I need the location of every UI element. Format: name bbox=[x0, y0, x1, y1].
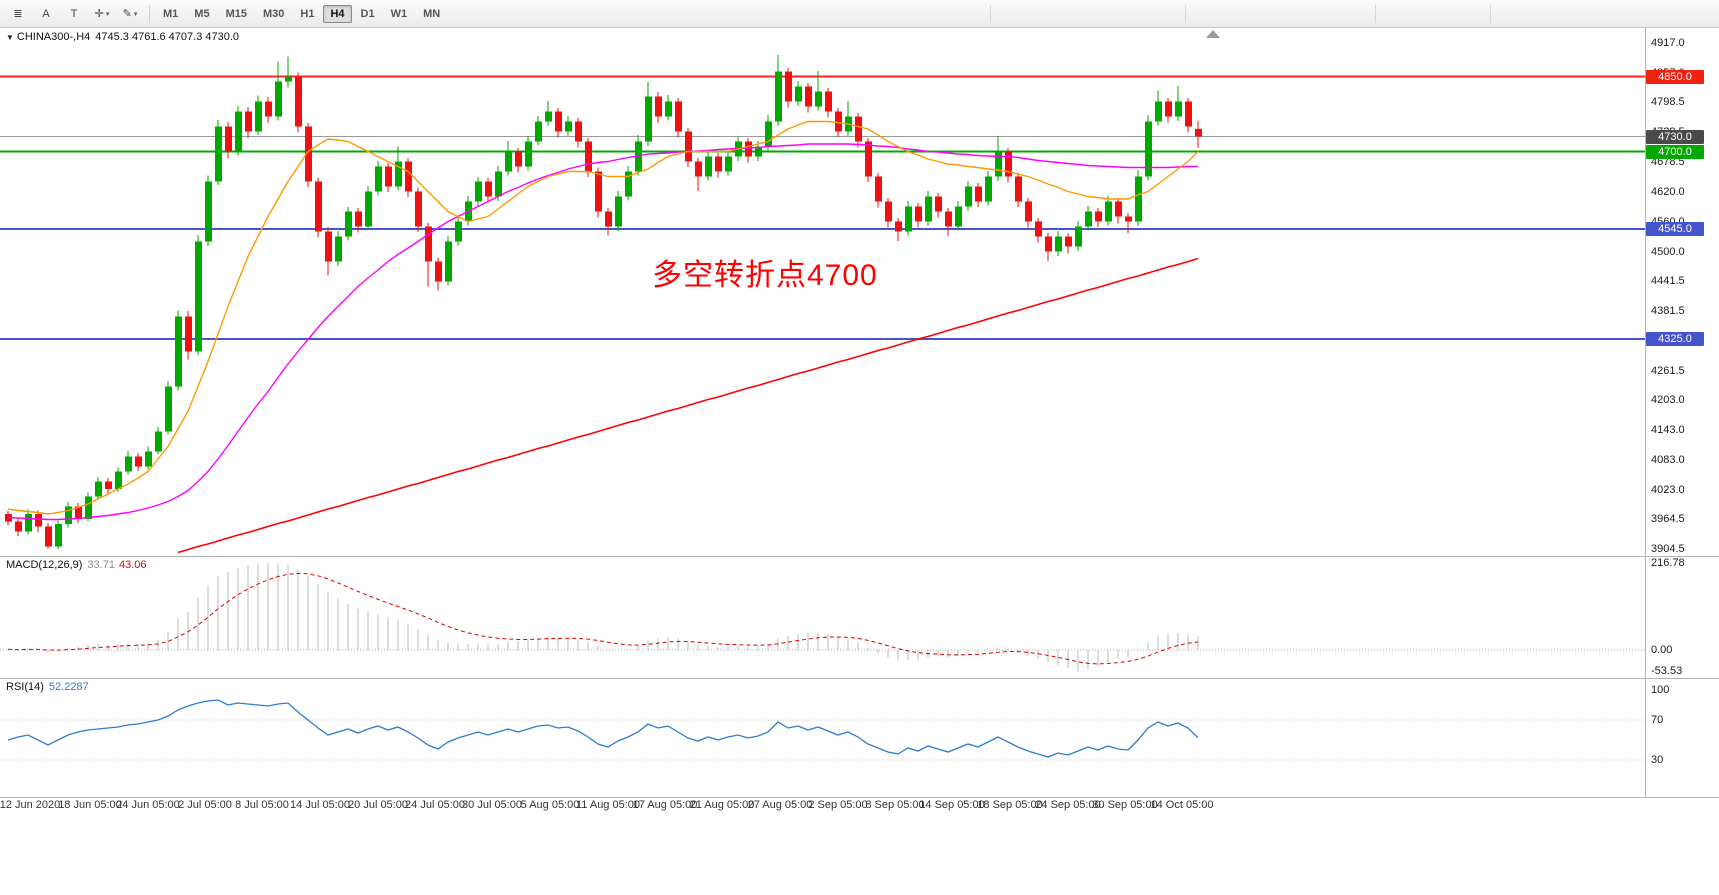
macd-signal-value: 43.06 bbox=[118, 559, 147, 571]
timeframe-button-M5[interactable]: M5 bbox=[194, 7, 210, 20]
toolbar-separator bbox=[990, 5, 991, 23]
time-label: 30 Jul 05:00 bbox=[462, 799, 522, 811]
time-label: 21 Aug 05:00 bbox=[689, 799, 755, 811]
rsi-scale-tick: 70 bbox=[1651, 714, 1664, 726]
chart-shift-marker-icon[interactable] bbox=[1206, 30, 1220, 38]
tool-icon-group: ≣ A T ✛ ▾ ✎ ▾ bbox=[4, 3, 144, 25]
rsi-name: RSI(14) bbox=[6, 681, 44, 693]
time-label: 24 Jul 05:00 bbox=[405, 799, 465, 811]
chart-plot-svg[interactable] bbox=[0, 0, 1645, 797]
price-tick: 4620.0 bbox=[1651, 185, 1685, 198]
timeframe-button-M15[interactable]: M15 bbox=[225, 7, 247, 20]
time-label: 8 Sep 05:00 bbox=[865, 799, 925, 811]
rsi-scale-tick: 100 bbox=[1651, 684, 1670, 696]
price-tick: 4381.5 bbox=[1651, 304, 1685, 317]
time-axis[interactable]: 12 Jun 2020 18 Jun 05:00 24 Jun 05:00 2 Jul… bbox=[0, 799, 1719, 815]
price-axis-border bbox=[1645, 28, 1646, 797]
toolbar-separator bbox=[1490, 5, 1491, 23]
price-tick: 4083.0 bbox=[1651, 454, 1685, 466]
axis-border bbox=[0, 797, 1719, 798]
macd-scale-tick: 216.78 bbox=[1651, 557, 1685, 569]
timeframe-button-M1[interactable]: M1 bbox=[163, 7, 179, 20]
time-label: 18 Sep 05:00 bbox=[977, 799, 1043, 811]
price-tick: 4798.5 bbox=[1651, 96, 1685, 109]
horizontal-level-lines[interactable] bbox=[0, 75, 1645, 340]
price-axis[interactable]: 4917.04857.04798.54738.54678.54620.04560… bbox=[1645, 0, 1719, 815]
price-tick: 4441.5 bbox=[1651, 274, 1685, 287]
price-tick: 4261.5 bbox=[1651, 364, 1685, 377]
time-label: 14 Sep 05:00 bbox=[919, 799, 985, 811]
macd-scale-tick: 0.00 bbox=[1651, 644, 1673, 656]
time-label: 5 Aug 05:00 bbox=[520, 799, 580, 811]
draw-tool-icon[interactable]: ✎ ▾ bbox=[122, 8, 138, 20]
symbol-period-label: CHINA300-,H4 bbox=[16, 31, 91, 43]
time-label: 14 Oct 05:00 bbox=[1150, 799, 1214, 811]
toolbar-separator bbox=[1185, 5, 1186, 23]
moving-average-lines bbox=[7, 120, 1199, 554]
timeframe-button-H4[interactable]: H4 bbox=[323, 4, 352, 23]
timeframe-button-H1[interactable]: H1 bbox=[300, 7, 315, 20]
dropdown-caret-icon: ▾ bbox=[105, 10, 110, 18]
time-label: 2 Sep 05:00 bbox=[808, 799, 868, 811]
timeframe-button-M30[interactable]: M30 bbox=[262, 7, 285, 20]
macd-plot bbox=[0, 563, 1645, 672]
price-tick: 4143.0 bbox=[1651, 424, 1685, 436]
price-tick: 4023.0 bbox=[1651, 484, 1685, 496]
price-badge-4545.0: 4545.0 bbox=[1646, 222, 1704, 236]
rsi-scale-tick: 30 bbox=[1651, 754, 1664, 766]
time-label: 20 Jul 05:00 bbox=[348, 799, 408, 811]
rsi-indicator-label: RSI(14) 52.2287 bbox=[6, 681, 89, 693]
rsi-plot bbox=[0, 699, 1645, 761]
price-badge-4730.0: 4730.0 bbox=[1646, 129, 1704, 144]
text-tool-button[interactable]: T bbox=[70, 7, 78, 20]
time-label: 11 Aug 05:00 bbox=[575, 799, 641, 811]
chart-title: ▼ CHINA300-,H4 4745.3 4761.6 4707.3 4730.0 bbox=[6, 31, 239, 43]
time-label: 27 Aug 05:00 bbox=[747, 799, 813, 811]
timeframe-button-W1[interactable]: W1 bbox=[390, 7, 408, 20]
time-label: 18 Jun 05:00 bbox=[58, 799, 122, 811]
macd-indicator-label: MACD(12,26,9) 33.71 43.06 bbox=[6, 559, 146, 571]
panel-splitter[interactable] bbox=[0, 678, 1719, 679]
toolbar: ≣ A T ✛ ▾ ✎ ▾ M1 M5 M15 M30 H1 H4 D1 W1 MN bbox=[0, 0, 1719, 28]
time-label: 8 Jul 05:00 bbox=[235, 799, 289, 811]
toolbar-separator bbox=[1375, 5, 1376, 23]
price-badge-4325.0: 4325.0 bbox=[1646, 332, 1704, 346]
time-label: 30 Sep 05:00 bbox=[1092, 799, 1158, 811]
panel-splitter[interactable] bbox=[0, 556, 1719, 557]
timeframe-button-MN[interactable]: MN bbox=[423, 7, 441, 20]
chart-type-icon[interactable]: ≣ bbox=[13, 8, 23, 20]
macd-main-value: 33.71 bbox=[87, 559, 115, 571]
timeframe-button-D1[interactable]: D1 bbox=[360, 7, 375, 20]
price-tick: 3964.5 bbox=[1651, 513, 1685, 526]
price-tick: 4500.0 bbox=[1651, 245, 1685, 258]
price-tick: 4203.0 bbox=[1651, 394, 1685, 406]
price-badge-4850.0: 4850.0 bbox=[1646, 69, 1704, 84]
timeframe-group: M1 M5 M15 M30 H1 H4 D1 W1 MN bbox=[155, 4, 448, 23]
cursor-a-button[interactable]: A bbox=[42, 7, 50, 20]
time-label: 24 Sep 05:00 bbox=[1035, 799, 1101, 811]
pivot-annotation-text: 多空转折点4700 bbox=[652, 259, 878, 292]
dropdown-caret-icon: ▾ bbox=[133, 10, 138, 18]
toolbar-separator bbox=[149, 4, 150, 23]
price-badge-4700.0: 4700.0 bbox=[1646, 144, 1704, 159]
time-label: 12 Jun 2020 bbox=[0, 799, 61, 811]
price-tick: 3904.5 bbox=[1651, 543, 1685, 556]
price-tick: 4678.5 bbox=[1651, 156, 1685, 169]
time-label: 17 Aug 05:00 bbox=[632, 799, 698, 811]
time-label: 24 Jun 05:00 bbox=[116, 799, 180, 811]
crosshair-icon[interactable]: ✛ ▾ bbox=[94, 8, 110, 20]
macd-name: MACD(12,26,9) bbox=[6, 559, 83, 571]
collapse-triangle-icon[interactable]: ▼ bbox=[6, 33, 14, 42]
macd-scale-tick: -53.53 bbox=[1651, 665, 1683, 678]
ohlc-values: 4745.3 4761.6 4707.3 4730.0 bbox=[95, 31, 240, 43]
rsi-value: 52.2287 bbox=[48, 681, 89, 693]
time-label: 14 Jul 05:00 bbox=[290, 799, 350, 811]
price-tick: 4917.0 bbox=[1651, 37, 1685, 49]
candlesticks bbox=[5, 55, 1202, 549]
time-label: 2 Jul 05:00 bbox=[178, 799, 232, 811]
